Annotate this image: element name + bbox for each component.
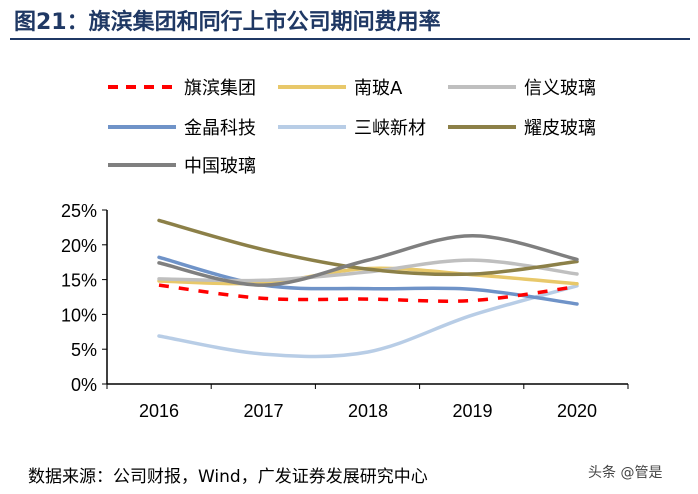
x-tick-label: 2016 <box>139 401 179 421</box>
y-tick-label: 25% <box>61 201 97 221</box>
title-rule <box>10 38 690 40</box>
x-tick-label: 2019 <box>452 401 492 421</box>
y-tick-label: 0% <box>71 375 97 395</box>
legend-label: 南玻A <box>354 78 403 99</box>
legend-label: 旗滨集团 <box>184 78 256 99</box>
series-line-5 <box>157 284 579 359</box>
legend-item: 耀皮玻璃 <box>448 118 596 139</box>
x-tick-label: 2017 <box>243 401 283 421</box>
figure-title: 图21：旗滨集团和同行上市公司期间费用率 <box>14 10 441 35</box>
legend-item: 信义玻璃 <box>448 78 596 99</box>
series-line-6 <box>157 218 579 277</box>
legend-item: 中国玻璃 <box>108 156 256 177</box>
legend-label: 中国玻璃 <box>184 156 256 177</box>
source-note: 数据来源：公司财报，Wind，广发证券发展研究中心 <box>28 467 428 487</box>
legend-label: 信义玻璃 <box>524 78 596 99</box>
legend-item: 三峡新材 <box>278 118 426 139</box>
legend-label: 金晶科技 <box>184 118 256 139</box>
x-tick-label: 2020 <box>557 401 597 421</box>
y-tick-label: 10% <box>61 305 97 325</box>
legend-item: 南玻A <box>278 78 403 99</box>
legend-item: 旗滨集团 <box>108 78 256 99</box>
y-tick-label: 20% <box>61 236 97 256</box>
legend-label: 耀皮玻璃 <box>524 118 596 139</box>
x-tick-label: 2018 <box>348 401 388 421</box>
y-tick-label: 15% <box>61 271 97 291</box>
legend-item: 金晶科技 <box>108 118 256 139</box>
y-tick-label: 5% <box>71 340 97 360</box>
watermark: 头条 @管是 <box>588 465 663 481</box>
legend-label: 三峡新材 <box>354 118 426 139</box>
